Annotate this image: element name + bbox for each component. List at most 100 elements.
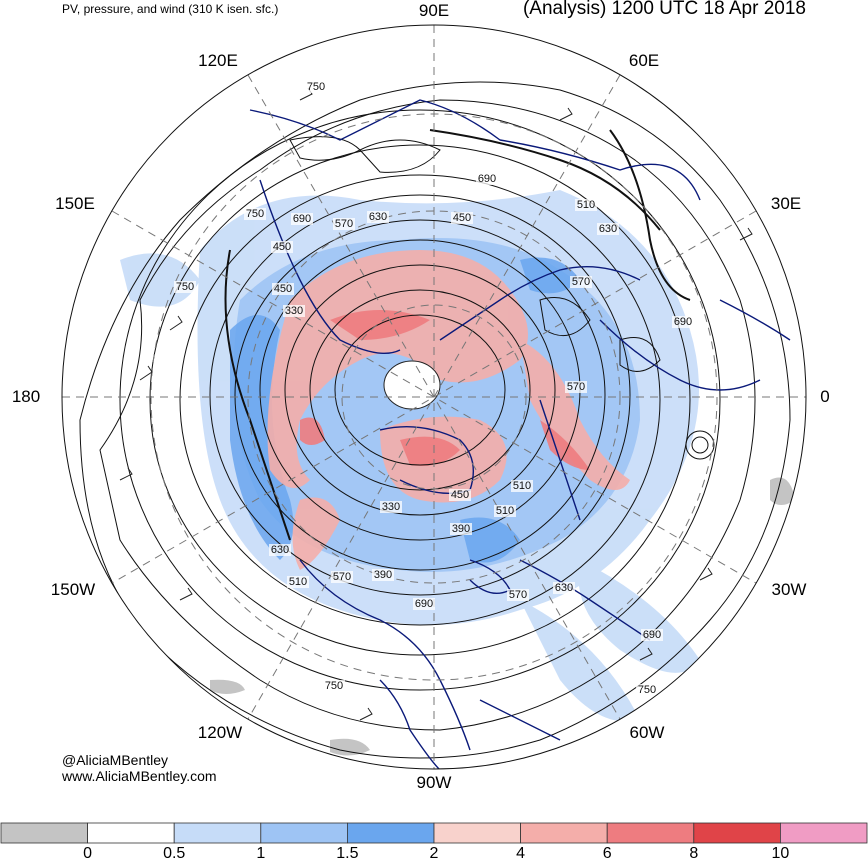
pressure-label-bg bbox=[570, 276, 592, 288]
colorbar-tick-label: 4 bbox=[516, 845, 526, 862]
pressure-contour-label: 390 bbox=[452, 523, 470, 535]
pressure-contour-label: 450 bbox=[451, 489, 469, 501]
pressure-label-bg bbox=[331, 571, 353, 583]
pressure-contour-label: 630 bbox=[271, 544, 289, 556]
coastlines bbox=[249, 99, 791, 769]
lon-label-30e: 30E bbox=[770, 194, 802, 213]
lon-label-30w: 30W bbox=[771, 580, 807, 599]
pressure-label-bg bbox=[372, 569, 394, 581]
pv-shading-gray bbox=[210, 477, 795, 756]
pressure-label-bg bbox=[283, 305, 305, 317]
lon-label-150w: 150W bbox=[50, 580, 96, 599]
lon-label-150e: 150E bbox=[55, 194, 95, 213]
pressure-contour-label: 570 bbox=[333, 571, 351, 583]
pressure-label-bg bbox=[367, 211, 389, 223]
colorbar-tick-label: 0.5 bbox=[163, 845, 186, 862]
colorbar-swatch bbox=[780, 822, 868, 844]
pressure-contour-label: 630 bbox=[599, 223, 617, 235]
pressure-contour-label: 750 bbox=[638, 684, 656, 696]
pressure-label-bg bbox=[449, 489, 471, 501]
pressure-contour-label: 450 bbox=[273, 241, 291, 253]
pressure-label-bg bbox=[380, 501, 402, 513]
lon-label-60e: 60E bbox=[628, 51, 660, 70]
colorbar-tick-label: 10 bbox=[771, 845, 790, 862]
pressure-contour-label: 510 bbox=[513, 480, 531, 492]
colorbar-tick-label: 6 bbox=[602, 845, 612, 862]
pressure-label-bg bbox=[636, 684, 658, 696]
chart-title: (Analysis) 1200 UTC 18 Apr 2018 bbox=[522, 0, 806, 19]
pressure-contour-label: 450 bbox=[453, 212, 471, 224]
lon-label-120w: 120W bbox=[197, 723, 243, 742]
colorbar-tick-label: 8 bbox=[689, 845, 699, 862]
pressure-label-bg bbox=[272, 283, 294, 295]
colorbar-swatch bbox=[260, 822, 348, 844]
pressure-contour-label: 690 bbox=[674, 316, 692, 328]
lon-label-180: 180 bbox=[11, 387, 41, 406]
pv-colorbar bbox=[0, 822, 868, 844]
pressure-label-bg bbox=[565, 381, 587, 393]
pressure-label-bg bbox=[333, 218, 355, 230]
colorbar-swatch bbox=[433, 822, 521, 844]
pressure-contour-label: 750 bbox=[246, 208, 264, 220]
pressure-label-bg bbox=[269, 544, 291, 556]
terrain-contours bbox=[224, 129, 691, 541]
lon-label-60w: 60W bbox=[629, 723, 665, 742]
pressure-contour-label: 330 bbox=[285, 305, 303, 317]
colorbar-swatch bbox=[87, 822, 175, 844]
pressure-contour-label: 750 bbox=[325, 680, 343, 692]
pressure-contour-label: 510 bbox=[289, 576, 307, 588]
pressure-label-bg bbox=[575, 199, 597, 211]
pressure-label-bg bbox=[244, 208, 266, 220]
pv-shading-strong-blue bbox=[230, 257, 580, 563]
pv-shading-red bbox=[300, 310, 590, 470]
pressure-contour-label: 510 bbox=[577, 199, 595, 211]
lon-label-0: 0 bbox=[820, 387, 830, 406]
colorbar-swatch bbox=[606, 822, 695, 844]
pressure-contour-label: 690 bbox=[643, 629, 661, 641]
polar-cap bbox=[383, 360, 441, 410]
pressure-label-bg bbox=[287, 576, 309, 588]
pressure-contour-label: 330 bbox=[382, 501, 400, 513]
lon-label-120e: 120E bbox=[198, 51, 238, 70]
colorbar-swatch bbox=[346, 822, 435, 844]
lon-label-90w: 90W bbox=[416, 773, 452, 792]
pressure-label-bg bbox=[672, 316, 694, 328]
pressure-label-bg bbox=[511, 480, 533, 492]
pressure-label-bg bbox=[174, 281, 196, 293]
pressure-contour-label: 570 bbox=[572, 276, 590, 288]
pressure-contour-label: 570 bbox=[567, 381, 585, 393]
pressure-label-bg bbox=[291, 213, 313, 225]
pressure-contours bbox=[79, 81, 791, 759]
pressure-label-layer: 750 690 750 630 570 450 690 510 630 570 690 330 450 5… bbox=[174, 81, 694, 696]
pressure-label-bg bbox=[305, 81, 327, 93]
colorbar-tick-label: 2 bbox=[429, 845, 439, 862]
pressure-contour-label: 630 bbox=[555, 582, 573, 594]
colorbar-swatch bbox=[693, 822, 781, 844]
pressure-contour-label: 570 bbox=[509, 589, 527, 601]
pressure-label-bg bbox=[450, 523, 472, 535]
pressure-label-bg bbox=[494, 505, 516, 517]
pressure-label-bg bbox=[507, 589, 529, 601]
pressure-contour-label: 690 bbox=[293, 213, 311, 225]
colorbar-swatch bbox=[0, 822, 88, 844]
pressure-label-bg bbox=[476, 173, 498, 185]
pressure-contour-label: 690 bbox=[478, 173, 496, 185]
pressure-contour-label: 690 bbox=[415, 598, 433, 610]
colorbar-swatch bbox=[520, 822, 608, 844]
pressure-label-bg bbox=[451, 212, 473, 224]
pressure-label-bg bbox=[323, 680, 345, 692]
pressure-contour-label: 390 bbox=[374, 569, 392, 581]
pressure-label-bg bbox=[641, 629, 663, 641]
chart-subtitle: PV, pressure, and wind (310 K isen. sfc.… bbox=[62, 2, 279, 16]
graticule bbox=[62, 25, 806, 769]
pressure-label-bg bbox=[271, 241, 293, 253]
lon-label-90e: 90E bbox=[418, 1, 450, 20]
colorbar-tick-label: 1.5 bbox=[336, 845, 359, 862]
pressure-contour-label: 630 bbox=[369, 211, 387, 223]
pressure-label-bg bbox=[553, 582, 575, 594]
colorbar-tick-label: 0 bbox=[83, 845, 93, 862]
globe-outline bbox=[61, 24, 807, 770]
pressure-label-bg bbox=[597, 223, 619, 235]
pressure-contour-label: 450 bbox=[274, 283, 292, 295]
